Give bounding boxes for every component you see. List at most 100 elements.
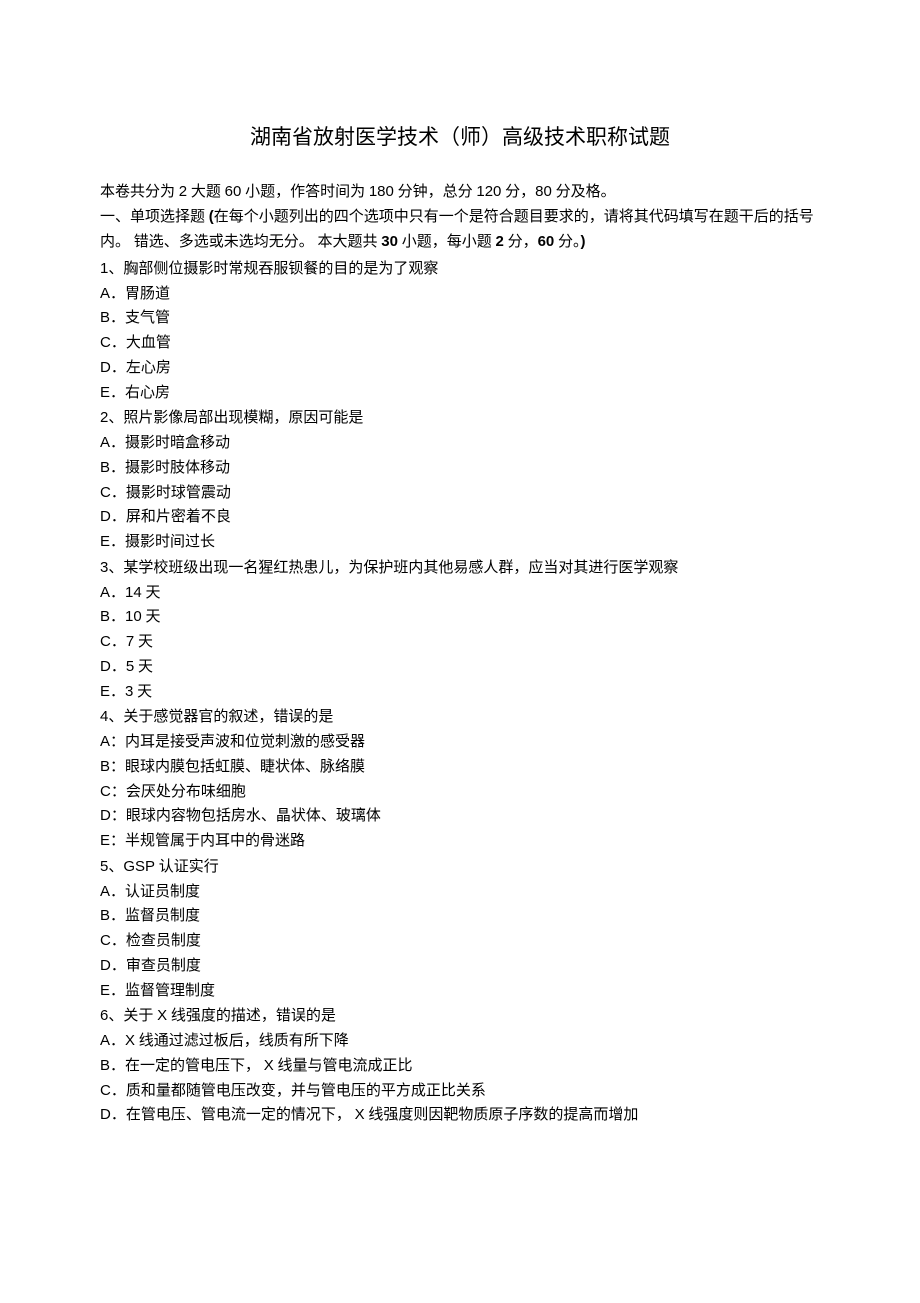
text: 小题，作答时间为 (241, 184, 369, 200)
option-suffix: 天 (133, 684, 152, 700)
text: 小题，每小题 (398, 234, 496, 250)
option-label: C (100, 633, 111, 650)
text: 本卷共分为 (100, 184, 179, 200)
option: B．在一定的管电压下， X 线量与管电流成正比 (100, 1054, 820, 1079)
instruction-line-1: 本卷共分为 2 大题 60 小题，作答时间为 180 分钟，总分 120 分，8… (100, 180, 820, 205)
option: E：半规管属于内耳中的骨迷路 (100, 829, 820, 854)
option-num: 10 (125, 608, 142, 625)
option: A．X 线通过滤过板后，线质有所下降 (100, 1029, 820, 1054)
option-text: ：会厌处分布味细胞 (111, 784, 246, 800)
option: E．右心房 (100, 381, 820, 406)
text-segment: A (100, 1032, 110, 1049)
option-suffix: 天 (142, 585, 161, 601)
question-text: 6、关于 X 线强度的描述，错误的是 (100, 1004, 820, 1029)
option: D．审查员制度 (100, 954, 820, 979)
option-label: C (100, 334, 111, 351)
option-suffix: 天 (134, 634, 153, 650)
option-label: E (100, 832, 110, 849)
option: D．屏和片密着不良 (100, 505, 820, 530)
text: 分。 (554, 234, 580, 250)
option-suffix: 天 (134, 659, 153, 675)
option-text: ．胃肠道 (110, 286, 170, 302)
option: A．摄影时暗盒移动 (100, 431, 820, 456)
num: 180 (369, 183, 394, 200)
option: A．认证员制度 (100, 880, 820, 905)
option-num: 14 (125, 584, 142, 601)
questions-container: 1、胸部侧位摄影时常规吞服钡餐的目的是为了观察A．胃肠道B．支气管C．大血管D．… (100, 257, 820, 1128)
text: 认证实行 (155, 859, 219, 875)
question-block: 1、胸部侧位摄影时常规吞服钡餐的目的是为了观察A．胃肠道B．支气管C．大血管D．… (100, 257, 820, 406)
num: 80 (535, 183, 552, 200)
option-text: ．右心房 (110, 385, 170, 401)
text-segment: 线通过滤过板后，线质有所下降 (135, 1033, 349, 1049)
question-block: 4、关于感觉器官的叙述，错误的是A：内耳是接受声波和位觉刺激的感受器B：眼球内膜… (100, 705, 820, 854)
bracket: ) (581, 233, 586, 250)
content-body: 本卷共分为 2 大题 60 小题，作答时间为 180 分钟，总分 120 分，8… (100, 180, 820, 1129)
text: 、 (108, 859, 123, 875)
text: 、某学校班级出现一名猩红热患儿，为保护班内其他易感人群，应当对其进行医学观察 (108, 560, 678, 576)
option-label: D (100, 508, 111, 525)
text-segment: D (100, 1106, 111, 1123)
question-text: 1、胸部侧位摄影时常规吞服钡餐的目的是为了观察 (100, 257, 820, 282)
text: 分， (501, 184, 535, 200)
option-text: ．大血管 (111, 335, 171, 351)
question-block: 6、关于 X 线强度的描述，错误的是A．X 线通过滤过板后，线质有所下降B．在一… (100, 1004, 820, 1128)
option: C．7 天 (100, 630, 820, 655)
option: D：眼球内容物包括房水、晶状体、玻璃体 (100, 804, 820, 829)
option-text: ． (110, 684, 125, 700)
option-label: C (100, 484, 111, 501)
option-text: ．摄影时球管震动 (111, 485, 231, 501)
text-segment: B (100, 1057, 110, 1074)
question-text: 5、GSP 认证实行 (100, 855, 820, 880)
num: 2 (179, 183, 187, 200)
option-text: ：内耳是接受声波和位觉刺激的感受器 (110, 734, 365, 750)
option-label: E (100, 384, 110, 401)
text-segment: 线强度则因靶物质原子序数的提高而增加 (365, 1107, 639, 1123)
option-label: B (100, 459, 110, 476)
option-label: B (100, 309, 110, 326)
num: 60 (538, 233, 555, 250)
option: D．在管电压、管电流一定的情况下， X 线强度则因靶物质原子序数的提高而增加 (100, 1103, 820, 1128)
option: B．支气管 (100, 306, 820, 331)
option-label: C (100, 783, 111, 800)
option-num: 5 (126, 658, 134, 675)
text-segment: 线量与管电流成正比 (274, 1058, 413, 1074)
question-text: 3、某学校班级出现一名猩红热患儿，为保护班内其他易感人群，应当对其进行医学观察 (100, 556, 820, 581)
option-label: A (100, 434, 110, 451)
question-block: 3、某学校班级出现一名猩红热患儿，为保护班内其他易感人群，应当对其进行医学观察A… (100, 556, 820, 705)
num: 120 (476, 183, 501, 200)
option-text: ．摄影时肢体移动 (110, 460, 230, 476)
option-label: D (100, 957, 111, 974)
option: B：眼球内膜包括虹膜、睫状体、脉络膜 (100, 755, 820, 780)
option-text: ．监督管理制度 (110, 983, 215, 999)
text-segment: X (157, 1007, 167, 1024)
option-text: ．支气管 (110, 310, 170, 326)
option-text: ．监督员制度 (110, 908, 200, 924)
option: C．检查员制度 (100, 929, 820, 954)
text: GSP (123, 858, 155, 875)
text: 一、单项选择题 (100, 209, 209, 225)
option-suffix: 天 (142, 609, 161, 625)
option-text: ．检查员制度 (111, 933, 201, 949)
text-segment: X (355, 1106, 365, 1123)
option-text: ：眼球内容物包括房水、晶状体、玻璃体 (111, 808, 381, 824)
option: E．3 天 (100, 680, 820, 705)
option-label: D (100, 359, 111, 376)
option: C：会厌处分布味细胞 (100, 780, 820, 805)
option-label: B (100, 608, 110, 625)
text: 大题 (187, 184, 225, 200)
text: 分及格。 (552, 184, 616, 200)
text: 、关于感觉器官的叙述，错误的是 (108, 709, 333, 725)
text: 分， (504, 234, 538, 250)
text-segment: C (100, 1082, 111, 1099)
text: 分钟，总分 (394, 184, 477, 200)
option-text: ：半规管属于内耳中的骨迷路 (110, 833, 305, 849)
option-label: D (100, 658, 111, 675)
option-text: ．摄影时间过长 (110, 534, 215, 550)
text-segment: ．质和量都随管电压改变，并与管电压的平方成正比关系 (111, 1083, 486, 1099)
option: B．监督员制度 (100, 904, 820, 929)
page-title: 湖南省放射医学技术（师）高级技术职称试题 (100, 120, 820, 155)
option-text: ．摄影时暗盒移动 (110, 435, 230, 451)
option: D．5 天 (100, 655, 820, 680)
option-label: E (100, 533, 110, 550)
